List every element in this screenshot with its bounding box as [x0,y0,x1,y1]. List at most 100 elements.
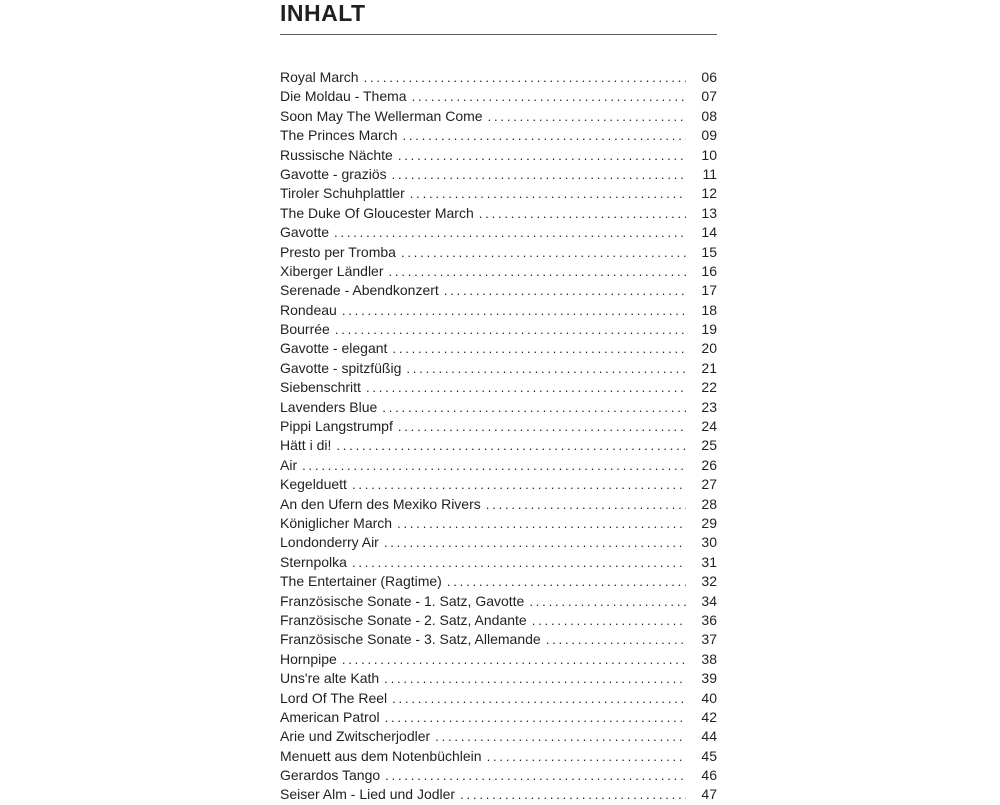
dot-leader [412,87,686,106]
toc-entry: Siebenschritt 22 [280,378,717,397]
dot-leader [366,378,686,397]
toc-entry: An den Ufern des Mexiko Rivers 28 [280,495,717,514]
toc-entry-title: Air [280,456,298,473]
toc-entry-page: 19 [701,321,717,338]
toc-entry: Serenade - Abendkonzert 17 [280,281,717,300]
toc-entry: American Patrol 42 [280,708,717,727]
toc-entry: Französische Sonate - 3. Satz, Allemande… [280,630,717,649]
toc-entry-page: 15 [701,243,717,260]
toc-entry: Russische Nächte 10 [280,146,717,165]
dot-leader [392,689,686,708]
toc-entry-title: Gavotte - elegant [280,340,388,357]
dot-leader [487,747,686,766]
toc-entry: Kegelduett 27 [280,475,717,494]
toc-entry-title: Französische Sonate - 1. Satz, Gavotte [280,592,525,609]
toc-entry-page: 42 [701,708,717,725]
toc-entry: The Entertainer (Ragtime) 32 [280,572,717,591]
dot-leader [384,533,686,552]
toc-entry-title: Gavotte - spitzfüßig [280,359,402,376]
toc-entry: Französische Sonate - 2. Satz, Andante 3… [280,611,717,630]
toc-entry-title: Die Moldau - Thema [280,88,407,105]
dot-leader [529,592,686,611]
toc-entry-page: 20 [701,340,717,357]
toc-entry-page: 26 [701,456,717,473]
toc-entry-page: 18 [701,301,717,318]
toc-entry: Königlicher March 29 [280,514,717,533]
dot-leader [382,398,686,417]
toc-entry: Gavotte 14 [280,223,717,242]
dot-leader [364,68,686,87]
dot-leader [335,320,686,339]
toc-entry-title: The Duke Of Gloucester March [280,204,474,221]
toc-entry: Gerardos Tango 46 [280,766,717,785]
dot-leader [398,417,686,436]
toc-entry: Hätt i di! 25 [280,436,717,455]
toc-entry-title: Soon May The Wellerman Come [280,107,483,124]
toc-entry: Royal March 06 [280,68,717,87]
dot-leader [479,204,686,223]
toc-entry-page: 32 [701,573,717,590]
toc-entry-title: Menuett aus dem Notenbüchlein [280,747,482,764]
dot-leader [392,165,686,184]
toc-entry-title: Lord Of The Reel [280,689,388,706]
toc-entry: Gavotte - spitzfüßig 21 [280,359,717,378]
toc-entry: Seiser Alm - Lied und Jodler 47 [280,785,717,804]
toc-entry-title: Gerardos Tango [280,767,381,784]
dot-leader [486,495,686,514]
dot-leader [398,146,686,165]
dot-leader [302,456,686,475]
toc-entry: Gavotte - graziös 11 [280,165,717,184]
toc-entry: Air 26 [280,456,717,475]
title-divider [280,34,717,35]
toc-entry-page: 08 [701,107,717,124]
page-title: INHALT [280,0,366,26]
toc-entry: Arie und Zwitscherjodler 44 [280,727,717,746]
toc-entry-title: Royal March [280,69,359,85]
dot-leader [389,262,686,281]
dot-leader [342,650,686,669]
toc-entry-page: 25 [701,437,717,454]
toc-entry-page: 46 [701,767,717,784]
toc-entry-page: 13 [701,204,717,221]
dot-leader [336,436,686,455]
dot-leader [384,669,686,688]
toc-entry-title: Siebenschritt [280,379,361,396]
toc-entry: Die Moldau - Thema 07 [280,87,717,106]
toc-entry-page: 11 [702,165,717,182]
toc-entry-title: Seiser Alm - Lied und Jodler [280,786,456,803]
toc-entry: Hornpipe 38 [280,650,717,669]
dot-leader [532,611,686,630]
toc-entry-page: 22 [701,379,717,396]
toc-entry-title: Gavotte [280,224,330,241]
toc-entry-title: Arie und Zwitscherjodler [280,728,431,745]
toc-entry-title: An den Ufern des Mexiko Rivers [280,495,481,512]
dot-leader [402,126,686,145]
dot-leader [488,107,686,126]
toc-entry-title: American Patrol [280,708,380,725]
toc-entry-page: 29 [701,514,717,531]
dot-leader [397,514,686,533]
toc-entry: Rondeau 18 [280,301,717,320]
toc-entry-page: 39 [701,670,717,687]
toc-list: Royal March 06 Die Moldau - Thema 07 Soo… [280,68,717,805]
toc-entry-title: Londonderry Air [280,534,379,551]
dot-leader [352,553,686,572]
toc-entry-page: 21 [701,359,717,376]
toc-entry: Sternpolka 31 [280,553,717,572]
toc-entry-title: Pippi Langstrumpf [280,418,393,435]
toc-entry-title: Sternpolka [280,553,347,570]
dot-leader [406,359,686,378]
dot-leader [401,243,686,262]
toc-entry-page: 38 [701,650,717,667]
toc-entry: Uns're alte Kath 39 [280,669,717,688]
toc-entry: Pippi Langstrumpf 24 [280,417,717,436]
dot-leader [447,572,686,591]
toc-entry-page: 30 [701,534,717,551]
toc-entry-title: Xiberger Ländler [280,262,384,279]
toc-entry-title: The Entertainer (Ragtime) [280,573,442,590]
dot-leader [392,339,686,358]
toc-page: INHALT Royal March 06 Die Moldau - Thema… [280,0,717,805]
dot-leader [342,301,686,320]
toc-entry-page: 12 [701,185,717,202]
toc-entry-title: Französische Sonate - 3. Satz, Allemande [280,631,541,648]
